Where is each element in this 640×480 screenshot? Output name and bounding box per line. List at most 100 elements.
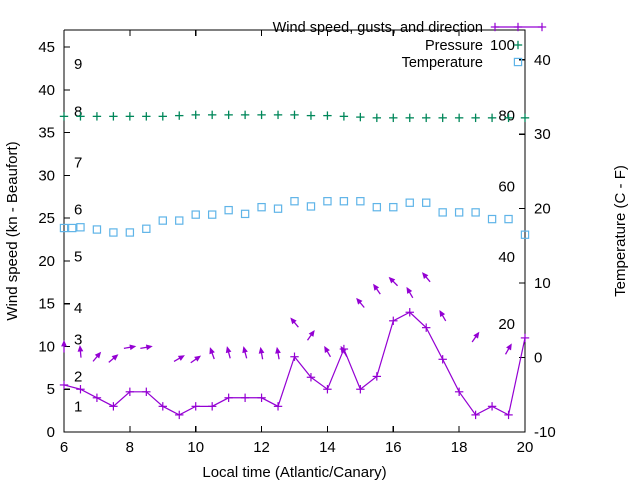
temperature-marker [257,202,266,212]
x-tick-label: 16 [385,439,402,456]
temperature-marker [454,208,464,217]
temperature-marker [191,210,200,219]
wind-direction-arrow [439,310,446,318]
x-tick-label: 18 [451,439,468,456]
y2-tick-label: 30 [534,126,551,143]
wind-speed-line [63,311,526,416]
wind-direction-arrow [77,345,84,352]
temperature-marker [405,198,414,207]
temperature-marker [207,210,217,219]
y2-tick-label: 20 [534,201,551,218]
fahrenheit-label: 20 [498,316,515,333]
chart-legend: Wind speed, gusts, and direction Pressure… [273,20,547,71]
temperature-marker [142,224,151,233]
y2-tick-label: 10 [534,275,551,292]
temperature-marker [339,197,349,206]
legend-label-1: Pressure [425,38,483,54]
temperature-marker [92,225,102,234]
y-tick-label: 30 [38,167,55,184]
y-tick-label: 40 [38,82,55,99]
temperature-marker [372,202,382,212]
temperature-marker [471,208,480,217]
y-tick-label: 25 [38,210,55,227]
series-2 [59,110,530,123]
wind-direction-arrow [308,329,315,337]
x-tick-label: 8 [126,439,134,456]
y-tick-label: 20 [38,253,55,270]
y-tick-label: 35 [38,125,55,142]
y-tick-label: 0 [47,424,55,441]
temperature-marker [125,228,135,237]
fahrenheit-label: 40 [498,249,515,266]
series-0 [59,308,530,420]
y2-tick-label: 0 [534,350,542,367]
beaufort-label: 8 [74,103,82,120]
temperature-marker [356,197,365,206]
y-tick-label: 5 [47,381,55,398]
wind-direction-arrow [290,317,297,325]
temperature-marker [520,230,530,239]
beaufort-label: 7 [74,155,82,172]
temperature-marker [240,209,250,219]
wind-direction-arrow [177,355,185,361]
temperature-marker [158,216,167,225]
wind-direction-arrow [340,345,347,353]
temperature-marker [422,198,431,207]
y-axis-left-title: Wind speed (kn - Beaufort) [4,141,21,320]
temperature-marker [487,214,497,224]
wind-direction-arrow [373,283,380,291]
temperature-marker [323,197,332,206]
wind-direction-arrow [209,347,215,355]
legend-swatch-marker [513,57,523,67]
beaufort-label: 5 [74,249,82,266]
beaufort-label: 1 [74,398,82,415]
temperature-marker [109,228,118,237]
beaufort-label: 6 [74,202,82,219]
y-axis-left-ticks: 0 5 10 15 20 25 30 35 40 45 [38,39,70,441]
wind-direction-arrow [506,343,512,351]
wind-direction-arrow [356,297,363,305]
series-1 [61,272,512,364]
fahrenheit-label: 60 [498,178,515,195]
beaufort-label: 3 [74,332,82,349]
x-axis-ticks: 6 8 10 12 14 16 18 20 [60,30,534,456]
data-series-group [59,110,530,420]
fahrenheit-label: 80 [498,108,515,125]
wind-direction-arrow [258,346,265,354]
series-3 [59,197,530,239]
x-tick-label: 12 [253,439,270,456]
y2-tick-label: 40 [534,52,551,69]
wind-direction-arrow [225,346,232,354]
temperature-marker [290,197,299,206]
y-axis-right-title: Temperature (C - F) [612,165,629,297]
y2-tick-label: -10 [534,424,556,441]
x-tick-label: 6 [60,439,68,456]
wind-direction-arrow [61,339,67,347]
fahrenheit-scale-labels: 20 40 60 80 100 [490,37,515,333]
wind-direction-arrow [422,272,429,279]
temperature-marker [273,204,283,213]
wind-direction-arrow [194,355,202,362]
legend-label-2: Temperature [402,55,483,71]
wind-direction-arrow [129,344,137,351]
wind-direction-arrow [324,345,330,353]
temperature-marker [76,223,85,232]
temperature-marker [59,223,69,233]
wind-direction-arrow [94,351,102,359]
temperature-marker [68,223,77,233]
y-axis-right-ticks: -10 0 10 20 30 40 [519,52,556,441]
x-tick-label: 20 [517,439,534,456]
wind-direction-arrow [111,354,119,361]
x-tick-label: 14 [319,439,336,456]
x-tick-label: 10 [187,439,204,456]
temperature-marker [438,208,447,217]
wind-direction-arrow [406,286,413,294]
beaufort-label: 9 [74,56,82,73]
wind-direction-arrow [388,276,396,284]
wind-direction-arrow [145,344,153,351]
wind-direction-arrow [275,346,281,354]
x-axis-title: Local time (Atlantic/Canary) [202,464,386,480]
fahrenheit-label: 100 [490,37,515,54]
